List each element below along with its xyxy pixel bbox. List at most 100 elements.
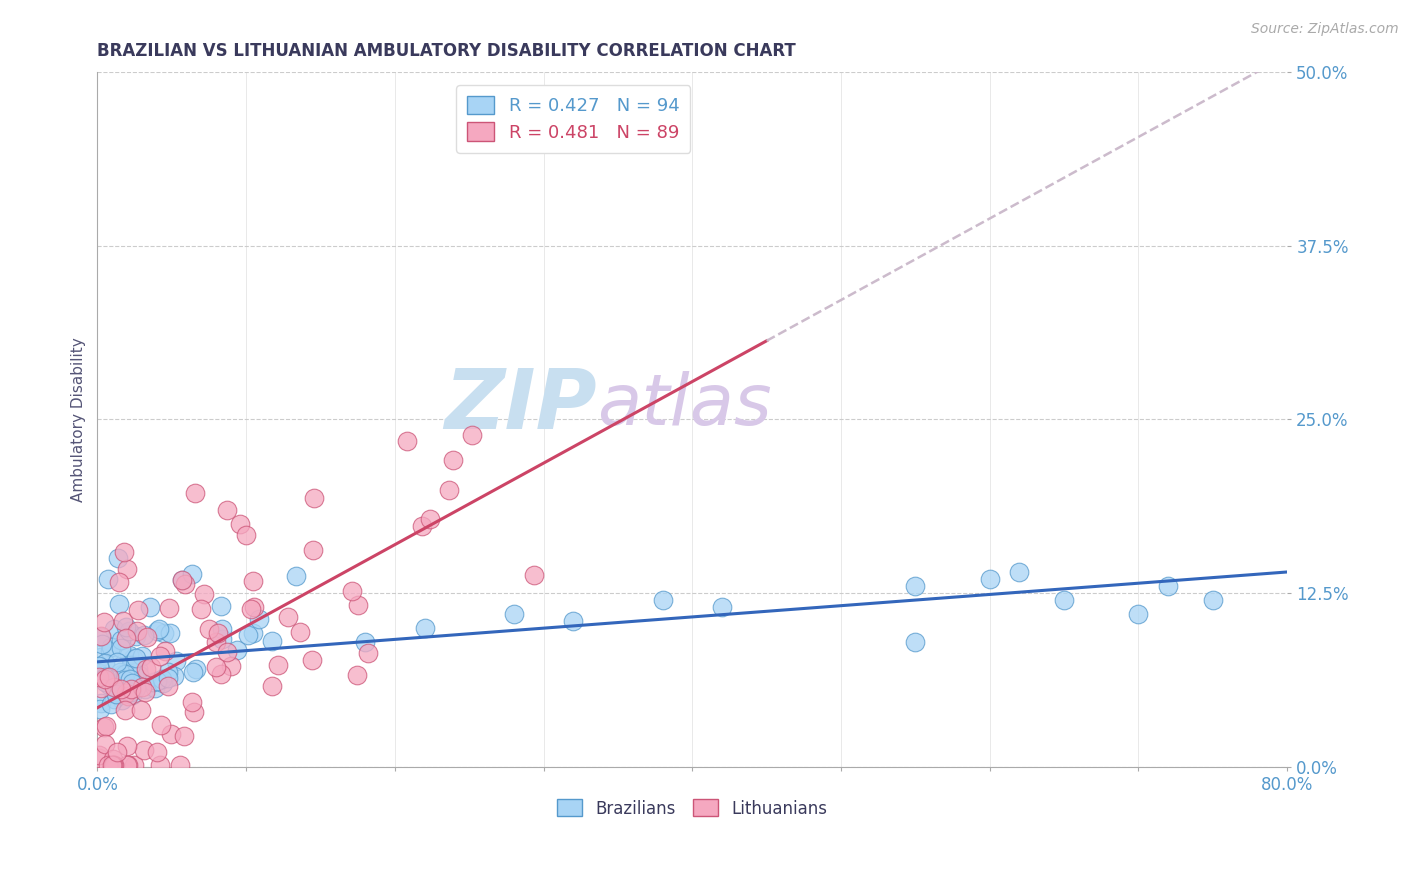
Point [174,576,197,591]
Point [159,625,181,640]
Point [150,672,173,686]
Point [94,672,117,686]
Point [108,665,131,680]
Point [215,645,238,659]
Point [107,745,129,759]
Point [129,703,152,717]
Point [242,626,264,640]
Point [979,572,1001,586]
Point [100,697,122,711]
Point [1053,593,1076,607]
Point [128,668,150,682]
Point [145,624,167,639]
Point [93,615,115,629]
Point [127,662,149,676]
Point [115,562,138,576]
Point [1157,579,1180,593]
Point [131,680,153,694]
Point [132,628,155,642]
Point [94,656,117,670]
Point [357,647,380,661]
Point [209,599,232,614]
Point [904,579,927,593]
Point [101,752,124,766]
Point [173,729,195,743]
Point [90,681,112,695]
Point [346,668,368,682]
Point [260,679,283,693]
Point [118,682,141,697]
Point [120,681,142,696]
Point [184,663,207,677]
Point [104,687,127,701]
Point [122,650,145,665]
Text: Source: ZipAtlas.com: Source: ZipAtlas.com [1251,22,1399,37]
Point [90,628,112,642]
Point [112,545,135,559]
Point [134,685,156,699]
Point [118,624,141,638]
Point [100,640,122,655]
Point [152,676,174,690]
Point [94,719,117,733]
Point [347,598,370,612]
Point [101,758,124,772]
Point [247,611,270,625]
Point [193,587,215,601]
Point [183,705,205,719]
Text: BRAZILIAN VS LITHUANIAN AMBULATORY DISABILITY CORRELATION CHART: BRAZILIAN VS LITHUANIAN AMBULATORY DISAB… [97,42,796,60]
Point [165,654,187,668]
Point [396,434,419,449]
Point [149,758,172,772]
Point [125,629,148,643]
Point [87,670,110,684]
Point [162,669,184,683]
Point [205,660,228,674]
Point [419,511,441,525]
Point [125,681,148,695]
Point [651,593,673,607]
Point [93,675,115,690]
Point [229,516,252,531]
Point [111,614,134,628]
Point [156,671,179,685]
Y-axis label: Ambulatory Disability: Ambulatory Disability [72,337,86,502]
Point [115,739,138,753]
Point [103,622,125,636]
Legend: Brazilians, Lithuanians: Brazilians, Lithuanians [551,793,834,824]
Point [125,650,148,665]
Point [235,527,257,541]
Point [136,630,159,644]
Point [211,632,233,646]
Point [122,668,145,682]
Point [205,635,228,649]
Point [260,634,283,648]
Point [121,676,143,690]
Point [711,599,734,614]
Point [441,452,464,467]
Point [108,597,131,611]
Point [121,688,143,702]
Point [285,569,308,583]
Point [146,745,169,759]
Point [110,641,132,656]
Point [1202,593,1225,607]
Point [413,621,436,635]
Point [110,633,132,648]
Point [115,620,138,634]
Point [211,622,233,636]
Point [150,718,173,732]
Point [437,483,460,498]
Point [523,568,546,582]
Point [461,427,484,442]
Point [90,696,112,710]
Point [143,681,166,695]
Point [94,670,117,684]
Point [184,485,207,500]
Point [411,518,433,533]
Point [87,747,110,762]
Point [93,737,115,751]
Point [118,672,141,686]
Point [301,653,323,667]
Point [180,696,202,710]
